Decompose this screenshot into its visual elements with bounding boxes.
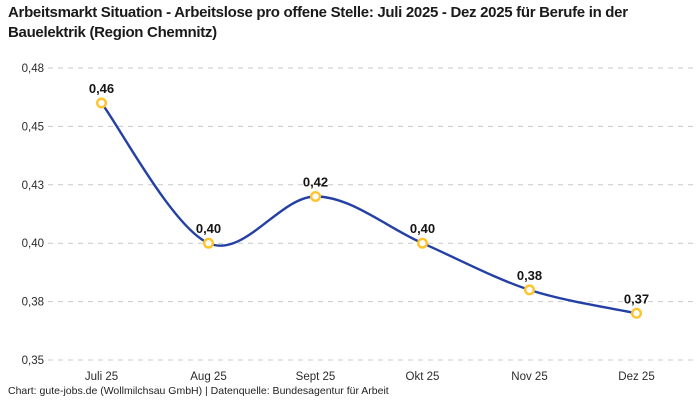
data-point-value-label: 0,46 [89,81,114,96]
chart-attribution: Chart: gute-jobs.de (Wollmilchsau GmbH) … [8,385,389,397]
x-axis-tick-label: Okt 25 [406,371,440,383]
y-axis-tick-label: 0,43 [22,180,44,192]
x-axis-tick-label: Sept 25 [296,371,336,383]
x-axis-tick-label: Dez 25 [618,371,654,383]
data-point-marker [631,307,643,319]
data-point-marker [95,97,107,109]
y-axis-tick-label: 0,35 [22,355,44,367]
data-point-marker [310,190,322,202]
data-point-marker [524,284,536,296]
series-line [100,101,638,315]
data-point-value-label: 0,40 [410,221,435,236]
y-axis-tick-label: 0,40 [22,238,44,250]
x-axis-tick-label: Aug 25 [190,371,226,383]
data-point-marker [202,237,214,249]
data-point-value-label: 0,42 [303,174,328,189]
y-axis-tick-label: 0,45 [22,121,44,133]
data-point-value-label: 0,38 [517,268,542,283]
data-point-value-label: 0,40 [196,221,221,236]
x-axis-tick-label: Nov 25 [511,371,547,383]
y-axis-tick-label: 0,38 [22,297,44,309]
y-axis-tick-label: 0,48 [22,63,44,75]
x-axis-tick-label: Juli 25 [85,371,118,383]
data-point-marker [417,237,429,249]
chart-title: Arbeitsmarkt Situation - Arbeitslose pro… [8,4,628,41]
data-point-value-label: 0,37 [624,291,649,306]
